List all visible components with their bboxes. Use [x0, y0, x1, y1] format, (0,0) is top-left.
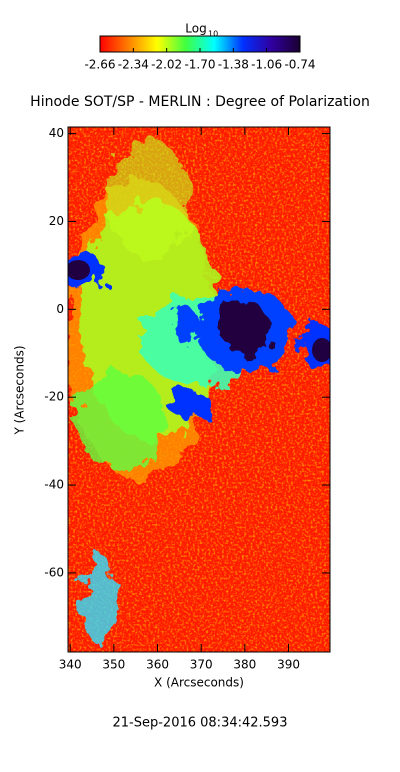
y-tick-label: 40 [49, 126, 64, 140]
colorbar-tick-label: -1.06 [251, 58, 282, 72]
colorbar-tick-label: -0.74 [284, 58, 315, 72]
colorbar-title-subscript: 10 [208, 30, 218, 39]
y-axis-label: Y (Arcseconds) [13, 345, 27, 435]
x-tick-label: 370 [190, 658, 213, 672]
plot-frame [67, 126, 331, 653]
polarization-map [68, 127, 330, 652]
x-tick-label: 390 [277, 658, 300, 672]
x-tick-label: 380 [233, 658, 256, 672]
y-tick-label: -20 [44, 390, 64, 404]
x-tick-label: 350 [102, 658, 125, 672]
y-tick-label: -40 [44, 478, 64, 492]
y-tick-label: 20 [49, 214, 64, 228]
y-tick-label: 0 [56, 302, 64, 316]
y-tick-label: -60 [44, 565, 64, 579]
colorbar-tick-label: -2.34 [118, 58, 149, 72]
x-tick-label: 340 [59, 658, 82, 672]
colorbar-tick-label: -2.02 [151, 58, 182, 72]
colorbar-tick-label: -1.70 [184, 58, 215, 72]
x-tick-label: 360 [146, 658, 169, 672]
x-axis-label: X (Arcseconds) [154, 676, 244, 690]
colorbar-title: Log [185, 22, 206, 36]
chart-title: Hinode SOT/SP - MERLIN : Degree of Polar… [30, 94, 370, 110]
colorbar-tick-label: -2.66 [84, 58, 115, 72]
colorbar-tick-label: -1.38 [218, 58, 249, 72]
timestamp: 21-Sep-2016 08:34:42.593 [113, 716, 288, 731]
